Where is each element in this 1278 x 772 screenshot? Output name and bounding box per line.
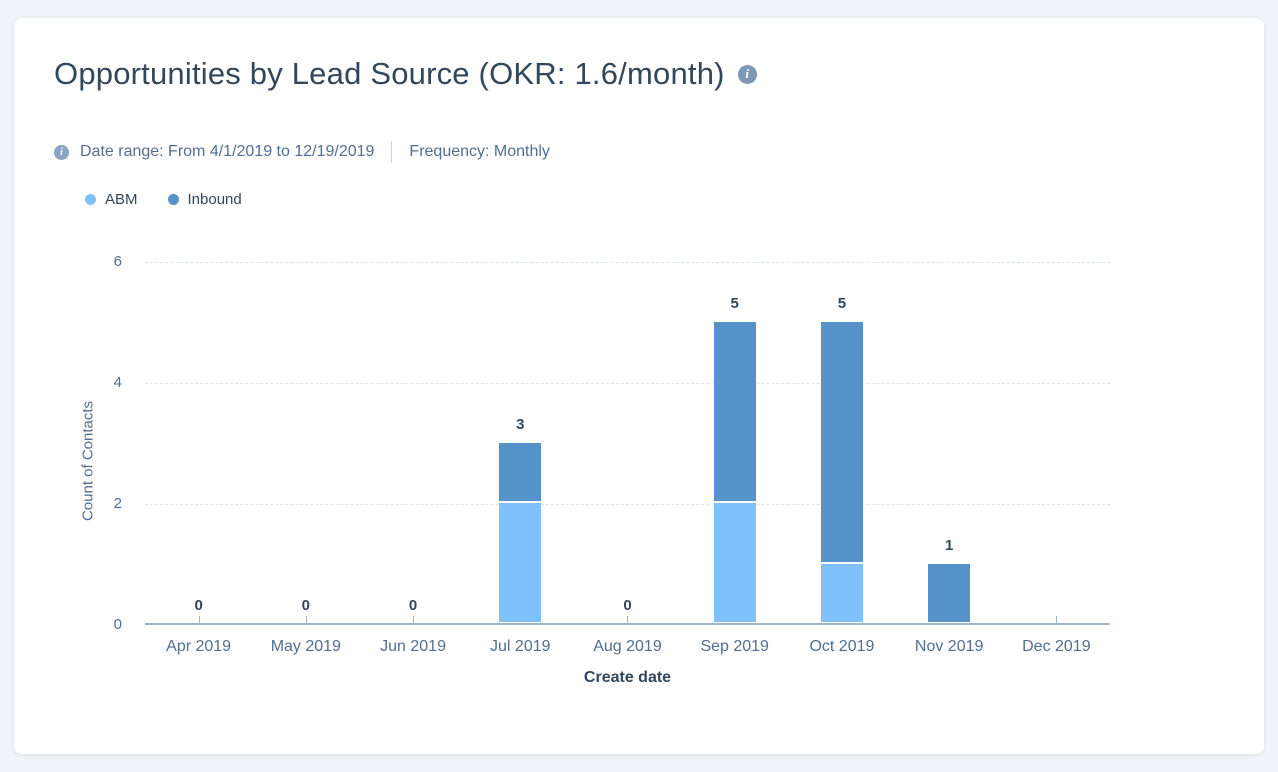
- x-axis-tick-mark: [198, 616, 200, 623]
- category-column: 3: [467, 262, 574, 623]
- date-range-text: Date range: From 4/1/2019 to 12/19/2019: [80, 143, 375, 160]
- x-axis-label: Create date: [583, 669, 672, 686]
- bar-segment-abm[interactable]: [712, 502, 757, 623]
- stacked-bar[interactable]: [819, 320, 864, 623]
- x-axis-tick-mark: [1056, 616, 1058, 623]
- category-column: 5: [788, 262, 895, 623]
- x-axis-tick-mark: [627, 616, 629, 623]
- bar-segment-abm[interactable]: [498, 502, 543, 623]
- legend-dot-inbound: [167, 194, 179, 205]
- stacked-bar[interactable]: [498, 441, 543, 623]
- plot-area: 0 0 0 3 0 5 5 1: [145, 262, 1110, 623]
- legend-label: Inbound: [187, 191, 242, 208]
- y-axis-tick-2: 2: [113, 495, 122, 512]
- report-meta: i Date range: From 4/1/2019 to 12/19/201…: [54, 141, 550, 163]
- bar-total-label: 5: [837, 294, 847, 312]
- bar-segment-inbound[interactable]: [498, 441, 543, 502]
- x-axis-tick-label: Apr 2019: [166, 638, 232, 655]
- gridline-y6: [145, 262, 1110, 263]
- page-title: Opportunities by Lead Source (OKR: 1.6/m…: [54, 56, 725, 91]
- frequency-text: Frequency: Monthly: [409, 143, 550, 160]
- category-column: 0: [359, 262, 466, 623]
- x-axis-tick-label: Jul 2019: [490, 638, 551, 655]
- x-axis-tick-label: Jun 2019: [380, 638, 446, 655]
- meta-divider: [391, 141, 393, 163]
- x-axis-tick-label: Dec 2019: [1022, 638, 1091, 655]
- category-column: 1: [896, 262, 1003, 623]
- stacked-bar[interactable]: [927, 562, 972, 623]
- category-column: 0: [145, 262, 252, 623]
- title-info-icon[interactable]: i: [737, 64, 757, 84]
- bar-segment-inbound[interactable]: [819, 320, 864, 563]
- chart-legend: ABM Inbound: [85, 191, 242, 208]
- legend-dot-abm: [85, 194, 96, 205]
- x-axis-tick-label: May 2019: [270, 638, 341, 655]
- legend-item-abm[interactable]: ABM: [85, 191, 138, 208]
- category-column: 5: [681, 262, 788, 623]
- x-axis-tick-mark: [305, 616, 307, 623]
- bar-total-label: 0: [301, 597, 310, 614]
- legend-item-inbound[interactable]: Inbound: [167, 191, 242, 208]
- bar-segment-abm[interactable]: [819, 562, 864, 623]
- x-axis-tick-label: Aug 2019: [593, 638, 662, 655]
- stacked-bar[interactable]: [712, 320, 757, 623]
- report-header: Opportunities by Lead Source (OKR: 1.6/m…: [54, 56, 757, 92]
- y-axis-tick-4: 4: [113, 374, 122, 391]
- legend-label: ABM: [105, 191, 138, 208]
- bar-total-label: 1: [944, 536, 954, 554]
- category-column: [1003, 262, 1110, 623]
- bar-total-label: 0: [408, 597, 418, 614]
- x-axis-tick-labels: Apr 2019 May 2019 Jun 2019 Jul 2019 Aug 2019…: [145, 638, 1110, 656]
- bar-total-label: 5: [730, 294, 739, 312]
- category-column: 0: [574, 262, 681, 623]
- x-axis-tick-mark: [413, 616, 415, 623]
- bar-segment-inbound[interactable]: [712, 320, 757, 502]
- category-column: 0: [252, 262, 359, 623]
- bar-total-label: 0: [623, 597, 632, 614]
- bar-segment-inbound[interactable]: [927, 562, 972, 623]
- x-axis-tick-label: Nov 2019: [914, 638, 984, 655]
- y-axis-tick-6: 6: [113, 253, 122, 270]
- report-card: Opportunities by Lead Source (OKR: 1.6/m…: [14, 18, 1264, 754]
- gridline-y2: [145, 504, 1110, 505]
- date-range-info-icon[interactable]: i: [54, 144, 69, 160]
- bar-total-label: 0: [194, 597, 203, 614]
- x-axis-tick-label: Sep 2019: [700, 638, 769, 655]
- gridline-y4: [145, 383, 1110, 384]
- bar-total-label: 3: [516, 415, 525, 433]
- x-axis-tick-label: Oct 2019: [809, 638, 875, 655]
- y-axis-tick-0: 0: [113, 616, 122, 633]
